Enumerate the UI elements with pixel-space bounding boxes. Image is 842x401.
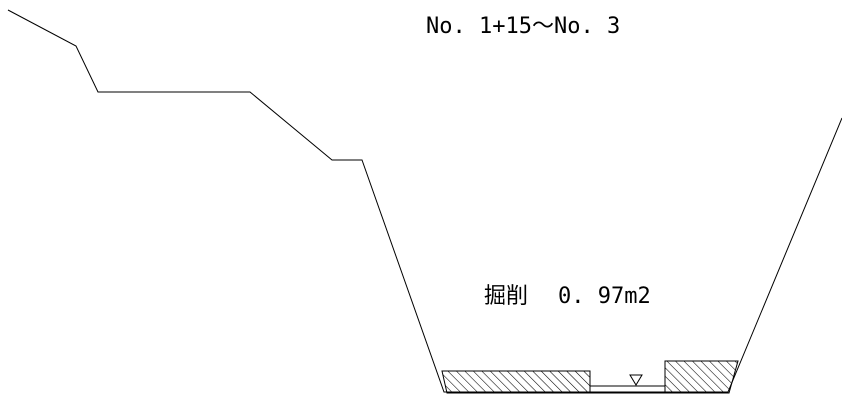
excavation-hatch-right — [664, 360, 739, 394]
water-level-triangle-icon — [629, 374, 643, 386]
excavation-hatch-left — [441, 370, 591, 394]
ground-profile-line — [7, 9, 842, 393]
excavation-label-text: 掘削 — [484, 284, 529, 309]
section-range-label: No. 1+15～No. 3 — [426, 14, 621, 39]
excavation-area-label: 掘削 0. 97m2 — [484, 286, 651, 308]
excavation-area-value: 0. 97m2 — [558, 284, 651, 309]
